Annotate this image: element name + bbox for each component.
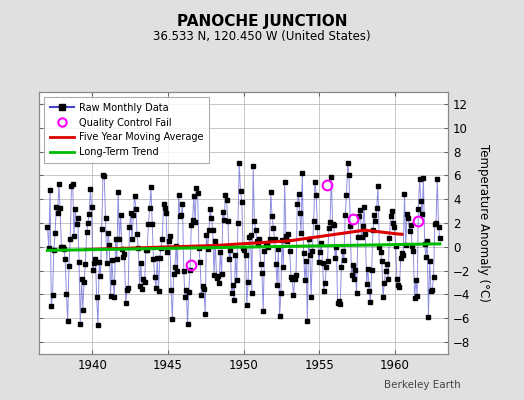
Text: PANOCHE JUNCTION: PANOCHE JUNCTION bbox=[177, 14, 347, 29]
Text: Berkeley Earth: Berkeley Earth bbox=[385, 380, 461, 390]
Y-axis label: Temperature Anomaly (°C): Temperature Anomaly (°C) bbox=[477, 144, 490, 302]
Text: 36.533 N, 120.450 W (United States): 36.533 N, 120.450 W (United States) bbox=[153, 30, 371, 43]
Legend: Raw Monthly Data, Quality Control Fail, Five Year Moving Average, Long-Term Tren: Raw Monthly Data, Quality Control Fail, … bbox=[44, 97, 210, 163]
